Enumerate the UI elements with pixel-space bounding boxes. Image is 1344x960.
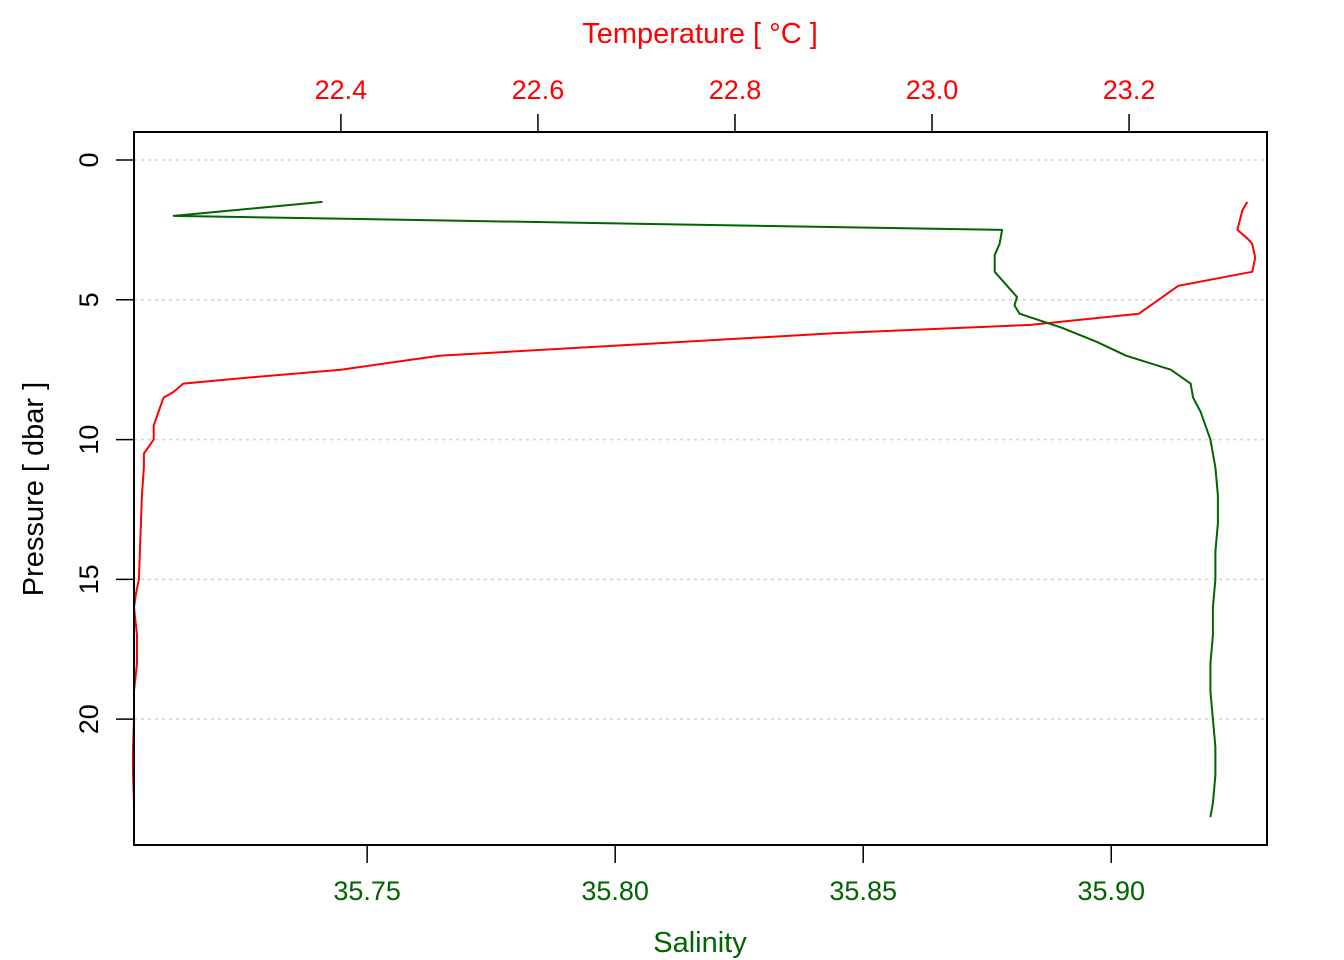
temperature-line (132, 201, 1257, 817)
temperature-tick-label: 22.4 (315, 75, 368, 105)
pressure-tick-label: 10 (74, 425, 104, 455)
salinity-axis: 35.75 35.80 35.85 35.90 (333, 845, 1145, 906)
temperature-tick-label: 22.8 (709, 75, 762, 105)
temperature-tick-label: 22.6 (512, 75, 565, 105)
temperature-axis-title: Temperature [ °C ] (582, 18, 818, 50)
salinity-line (172, 200, 1219, 818)
salinity-axis-title: Salinity (653, 927, 747, 959)
plot-frame (133, 131, 1268, 846)
pressure-tick-label: 20 (74, 704, 104, 734)
pressure-tick-label: 15 (74, 564, 104, 594)
salinity-tick-label: 35.75 (333, 876, 401, 906)
salinity-tick-label: 35.85 (829, 876, 897, 906)
temperature-tick-label: 23.0 (906, 75, 959, 105)
pressure-tick-label: 0 (74, 152, 104, 167)
temperature-tick-label: 23.2 (1103, 75, 1156, 105)
pressure-tick-label: 5 (74, 292, 104, 307)
pressure-axis-title: Pressure [ dbar ] (18, 382, 50, 596)
pressure-axis: 0 5 10 15 20 (74, 152, 134, 734)
salinity-tick-label: 35.90 (1077, 876, 1145, 906)
series-lines (132, 200, 1257, 818)
salinity-tick-label: 35.80 (581, 876, 649, 906)
temperature-axis: 22.4 22.6 22.8 23.0 23.2 (315, 75, 1156, 132)
